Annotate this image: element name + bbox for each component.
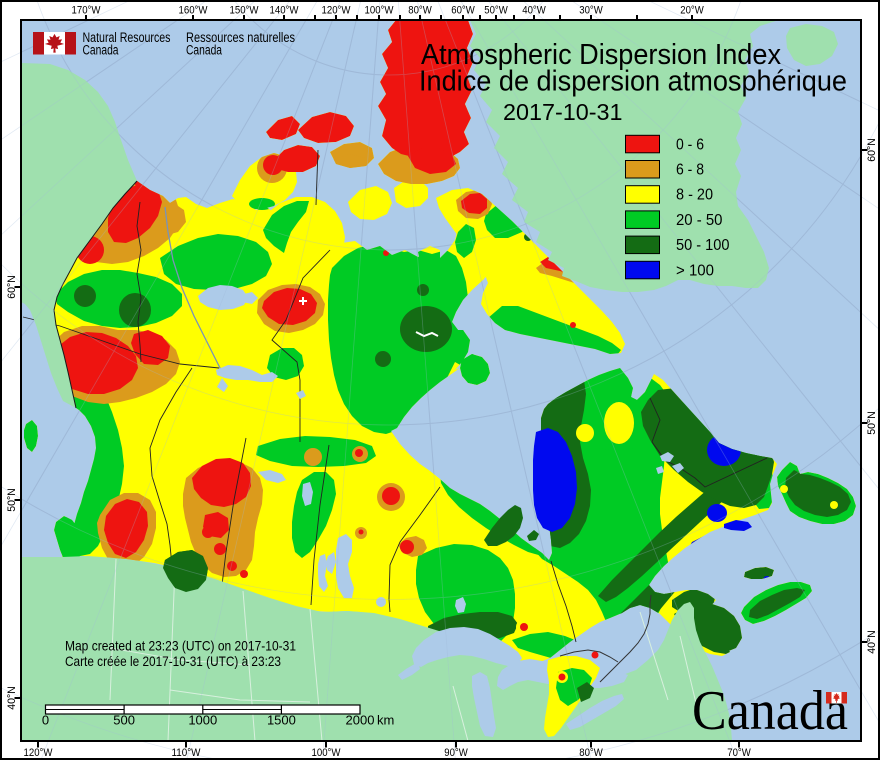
svg-text:30°W: 30°W [579, 5, 603, 17]
svg-text:100°W: 100°W [312, 747, 342, 759]
svg-text:> 100: > 100 [676, 262, 714, 279]
svg-text:Indice de dispersion atmosphér: Indice de dispersion atmosphérique [419, 66, 847, 98]
svg-text:90°W: 90°W [444, 747, 468, 759]
svg-text:60°N: 60°N [866, 138, 878, 162]
svg-text:Carte créée le 2017-10-31 (UTC: Carte créée le 2017-10-31 (UTC) à 23:23 [65, 653, 281, 669]
svg-text:100°W: 100°W [365, 5, 395, 17]
svg-text:20 - 50: 20 - 50 [676, 212, 723, 229]
svg-text:Natural Resources: Natural Resources [83, 30, 171, 45]
svg-text:50 - 100: 50 - 100 [676, 237, 730, 254]
svg-text:80°W: 80°W [408, 5, 432, 17]
svg-text:170°W: 170°W [72, 5, 102, 17]
svg-text:50°W: 50°W [484, 5, 508, 17]
svg-text:120°W: 120°W [24, 747, 54, 759]
svg-text:1000: 1000 [188, 713, 217, 728]
svg-text:70°W: 70°W [727, 747, 751, 759]
svg-text:Atmospheric Dispersion Index: Atmospheric Dispersion Index [421, 39, 781, 71]
svg-text:Ressources naturelles: Ressources naturelles [186, 30, 295, 45]
svg-text:Canada: Canada [186, 43, 222, 58]
svg-text:0: 0 [42, 713, 49, 728]
svg-text:Canada: Canada [692, 680, 848, 742]
svg-text:140°W: 140°W [270, 5, 300, 17]
svg-text:80°W: 80°W [579, 747, 603, 759]
svg-text:150°W: 150°W [230, 5, 260, 17]
svg-text:40°N: 40°N [866, 630, 878, 654]
svg-text:160°W: 160°W [179, 5, 209, 17]
svg-text:2000: 2000 [346, 713, 375, 728]
svg-text:km: km [377, 713, 394, 728]
svg-text:50°N: 50°N [866, 411, 878, 435]
svg-text:40°N: 40°N [6, 686, 18, 710]
svg-text:120°W: 120°W [322, 5, 352, 17]
svg-text:50°N: 50°N [6, 488, 18, 512]
svg-text:Map created at 23:23 (UTC) on: Map created at 23:23 (UTC) on 2017-10-31 [65, 638, 296, 654]
svg-text:500: 500 [113, 713, 135, 728]
svg-text:Canada: Canada [83, 43, 119, 58]
svg-text:8 - 20: 8 - 20 [676, 187, 713, 204]
svg-text:1500: 1500 [267, 713, 296, 728]
svg-text:0 - 6: 0 - 6 [676, 136, 704, 153]
svg-text:6 - 8: 6 - 8 [676, 162, 704, 179]
svg-text:2017-10-31: 2017-10-31 [503, 99, 623, 125]
svg-text:60°N: 60°N [6, 275, 18, 299]
svg-text:40°W: 40°W [522, 5, 546, 17]
svg-text:20°W: 20°W [680, 5, 704, 17]
svg-text:110°W: 110°W [172, 747, 202, 759]
svg-text:60°W: 60°W [451, 5, 475, 17]
